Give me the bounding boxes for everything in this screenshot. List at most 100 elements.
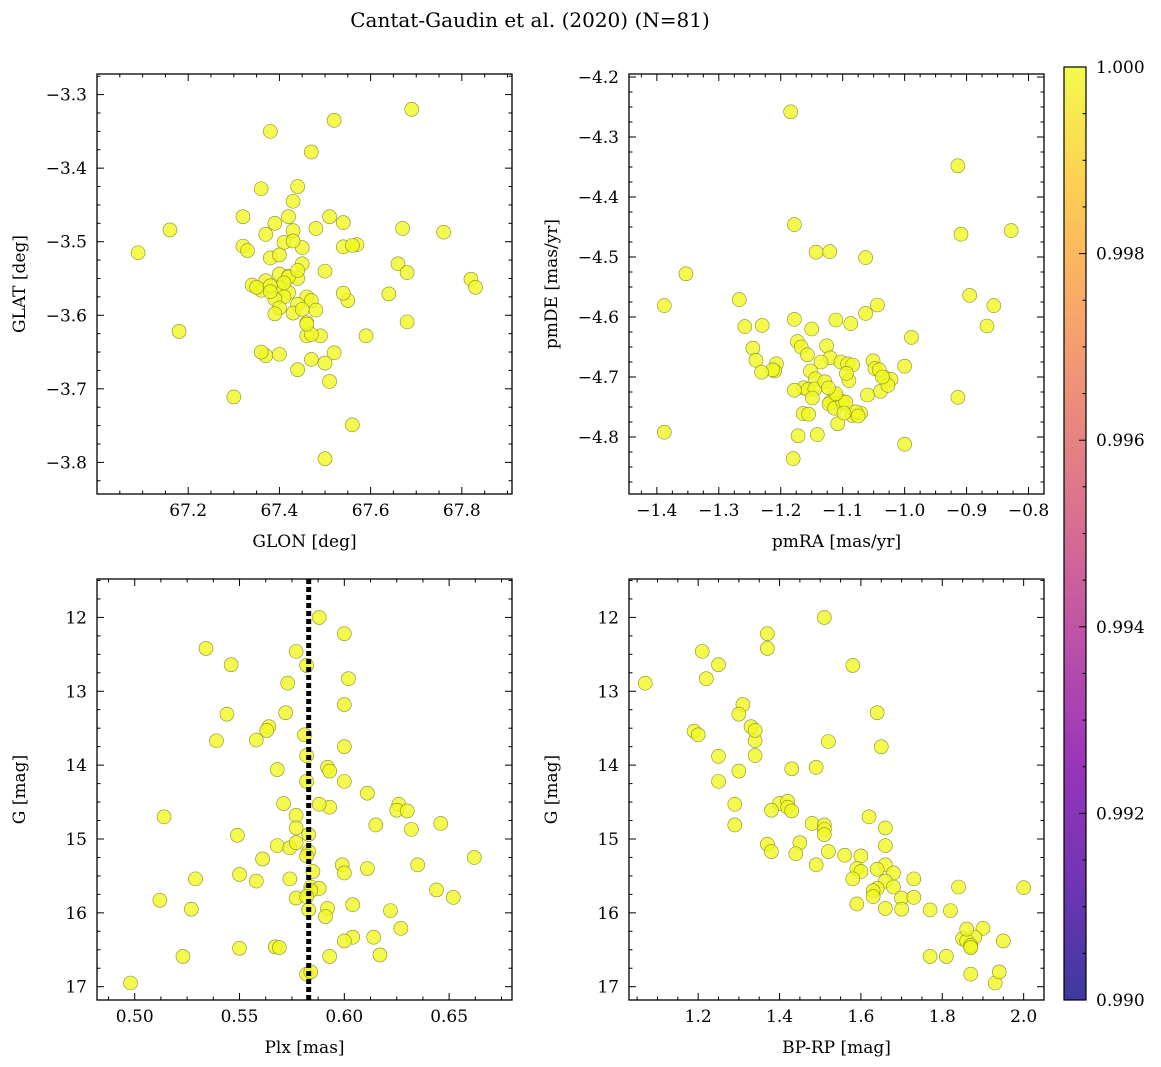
data-point <box>345 897 361 913</box>
x-tick-label: 67.4 <box>260 501 298 521</box>
data-point <box>322 374 337 389</box>
y-tick-label: 15 <box>65 830 87 850</box>
data-point <box>322 949 337 964</box>
data-point <box>637 675 653 691</box>
data-point <box>288 820 304 836</box>
data-point <box>317 263 333 279</box>
data-point <box>963 966 979 982</box>
data-point <box>849 896 865 912</box>
y-tick-label: 16 <box>597 904 619 924</box>
data-point <box>836 405 852 421</box>
y-tick-label: −4.3 <box>578 128 619 148</box>
y-tick-label: 17 <box>65 978 87 998</box>
data-point <box>699 671 714 687</box>
data-point <box>288 808 304 823</box>
data-point <box>754 318 770 333</box>
data-point <box>904 330 919 345</box>
data-point <box>813 354 829 370</box>
data-point <box>360 861 375 876</box>
colorbar-tick-label: 0.992 <box>1096 804 1145 824</box>
data-point <box>337 626 352 641</box>
data-point <box>267 306 283 322</box>
colorbar-gradient <box>1064 67 1086 1000</box>
data-point <box>341 671 356 687</box>
data-point <box>731 292 747 307</box>
data-point <box>711 657 726 672</box>
data-point <box>248 732 264 748</box>
colorbar-ticks: 0.990 0.992 0.994 0.996 0.998 1.000 <box>1079 58 1145 1011</box>
data-point <box>269 762 285 777</box>
data-point <box>258 227 274 242</box>
x-tick-label: 1.8 <box>929 1007 956 1027</box>
data-point <box>747 723 763 738</box>
data-point <box>335 215 351 230</box>
data-point <box>784 803 800 819</box>
y-tick-label: −4.6 <box>578 308 619 328</box>
data-point <box>837 847 852 863</box>
y-axis-label: pmDE [mas/yr] <box>542 219 562 349</box>
data-point <box>381 286 397 302</box>
data-point <box>326 113 342 128</box>
data-point <box>226 389 242 405</box>
data-point <box>368 817 384 833</box>
data-point <box>290 362 305 377</box>
data-point <box>816 610 832 625</box>
data-point <box>393 921 409 936</box>
data-point <box>850 408 866 424</box>
data-point <box>869 705 885 720</box>
data-point <box>345 417 360 433</box>
data-point <box>805 390 820 406</box>
data-point <box>943 903 958 918</box>
data-point <box>790 428 806 444</box>
data-point <box>468 280 483 295</box>
x-tick-label: 67.8 <box>443 501 481 521</box>
data-point <box>175 949 191 964</box>
data-point <box>764 844 779 859</box>
data-point <box>272 247 287 263</box>
data-point <box>737 319 753 334</box>
data-point <box>198 641 214 656</box>
y-tick-label: −3.5 <box>46 233 87 253</box>
data-point <box>694 644 710 659</box>
x-axis-label: pmRA [mas/yr] <box>772 532 901 552</box>
data-point <box>788 846 804 862</box>
y-tick-label: −3.3 <box>46 86 87 106</box>
data-point <box>801 406 816 422</box>
data-point <box>404 102 419 117</box>
data-point <box>858 306 873 321</box>
data-point <box>372 947 388 963</box>
axes-frame <box>628 578 1045 1001</box>
data-point <box>337 697 352 712</box>
data-point <box>822 244 837 259</box>
y-tick-label: −3.7 <box>46 380 87 400</box>
data-point <box>657 298 672 313</box>
x-tick-label: 67.2 <box>169 501 207 521</box>
data-point <box>816 827 832 842</box>
data-point <box>922 949 938 964</box>
y-tick-label: 12 <box>65 608 87 628</box>
data-point <box>690 727 706 743</box>
data-point <box>290 263 305 278</box>
panel-pmra-pmde: −1.4 −1.3 −1.2 −1.1 −1.0 −0.9 −0.8 −4.2 −4.3 −4.4… <box>542 68 1049 552</box>
axes-frame <box>628 73 1045 495</box>
data-point <box>436 224 451 240</box>
x-tick-label: 1.2 <box>685 1007 712 1027</box>
data-point <box>399 265 415 280</box>
data-point <box>784 761 800 777</box>
axes-frame <box>96 73 513 495</box>
y-tick-label: −4.7 <box>578 368 619 388</box>
data-point <box>897 358 912 374</box>
data-point <box>747 748 763 763</box>
data-point <box>845 658 861 673</box>
data-point <box>906 890 922 905</box>
axes-frame <box>96 578 513 1001</box>
data-point <box>1003 223 1019 238</box>
y-tick-label: −3.6 <box>46 306 87 326</box>
data-point <box>963 940 979 955</box>
data-point <box>317 451 333 466</box>
data-point <box>873 739 889 754</box>
data-point <box>360 785 375 801</box>
x-tick-label: 1.6 <box>847 1007 874 1027</box>
data-point <box>804 816 820 831</box>
data-point <box>860 387 875 403</box>
